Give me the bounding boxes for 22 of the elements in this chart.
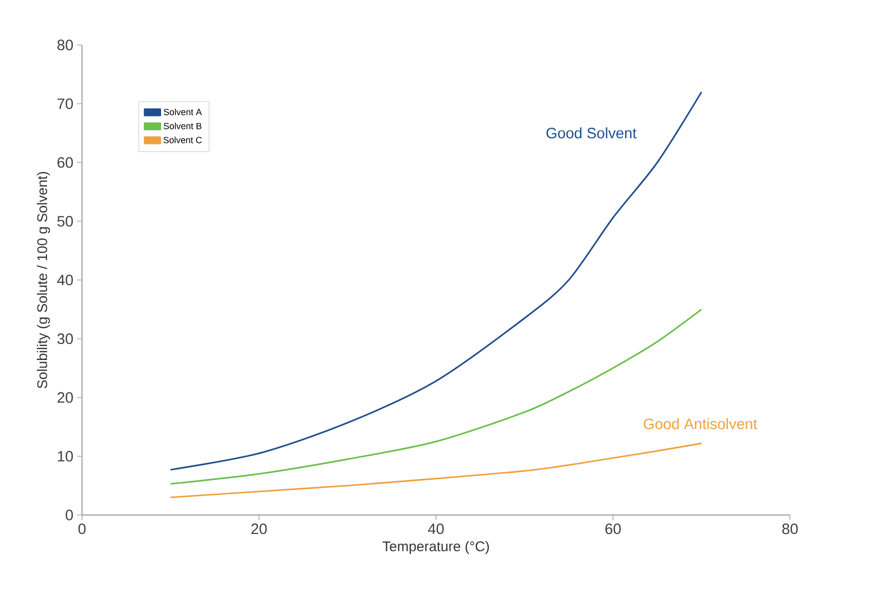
y-tick-label: 10	[58, 450, 73, 462]
y-tick-label: 20	[58, 392, 73, 403]
annotation: Good Antisolvent	[644, 418, 758, 430]
legend-label: Solvent B	[164, 122, 202, 130]
y-tick-label: 0	[66, 510, 73, 520]
x-tick-label: 40	[428, 524, 444, 534]
x-tick-label: 80	[782, 524, 798, 534]
y-tick-label: 80	[57, 40, 73, 50]
line-series	[170, 442, 702, 498]
x-axis-title: Temperature (°C)	[382, 541, 489, 554]
x-tick-label: 20	[251, 524, 267, 534]
y-tick-label: 60	[58, 157, 73, 168]
x-tick-label: 60	[605, 524, 621, 534]
y-tick-label: 40	[57, 274, 73, 286]
y-axis-title: Solubility (g Solute / 100 g Solvent)	[36, 172, 50, 388]
annotation: Good Solvent	[546, 127, 636, 138]
legend-label: Solvent C	[164, 136, 202, 144]
y-tick-label: 50	[57, 216, 73, 227]
x-tick-label: 0	[78, 524, 86, 534]
y-tick-label: 70	[58, 98, 73, 110]
y-tick-label: 30	[57, 333, 73, 344]
legend-label: Solvent A	[164, 108, 202, 116]
